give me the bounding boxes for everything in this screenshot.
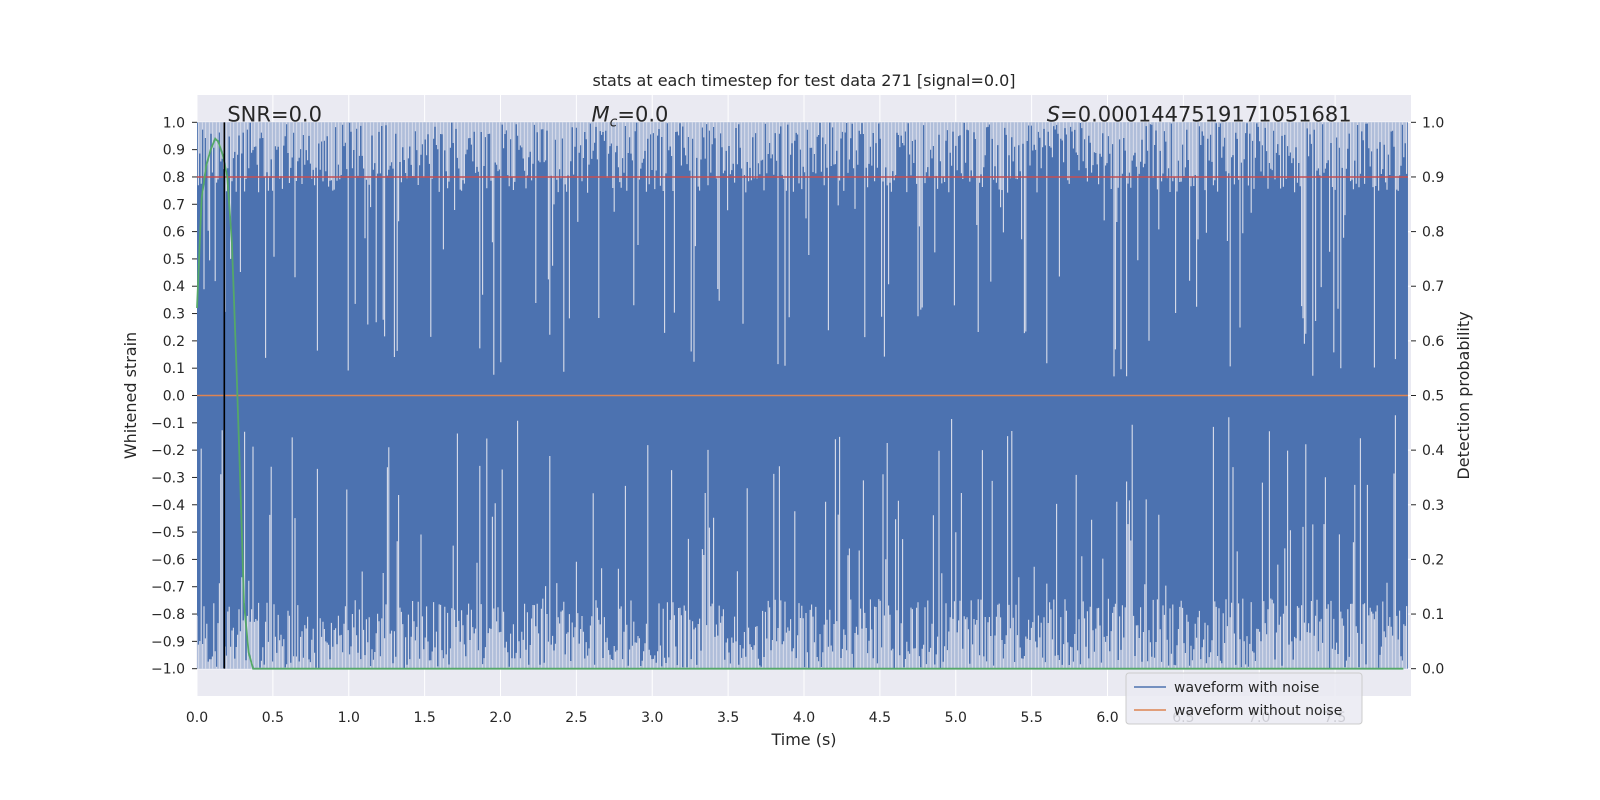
y-left-tick-label: −0.1 xyxy=(151,416,185,432)
y-left-tick-label: 0.6 xyxy=(163,225,185,241)
y-right-tick-label: 0.2 xyxy=(1422,552,1444,568)
y-left-tick-label: −0.4 xyxy=(151,498,185,514)
y-axis-label-right: Detection probability xyxy=(1454,311,1473,479)
y-left-tick-label: 0.4 xyxy=(163,279,185,295)
y-right-tick-label: 0.5 xyxy=(1422,389,1444,405)
y-left-tick-label: 0.8 xyxy=(163,170,185,186)
s-value: =0.0001447519171051681 xyxy=(1060,102,1352,126)
snr-annotation: SNR=0.0 xyxy=(227,102,322,126)
y-left-tick-label: 1.0 xyxy=(163,115,185,131)
y-left-tick-label: −0.3 xyxy=(151,470,185,486)
s-symbol: S xyxy=(1047,102,1060,126)
y-left-tick-label: −0.7 xyxy=(151,580,185,596)
chart-title: stats at each timestep for test data 271… xyxy=(592,71,1015,90)
series-detection-probability xyxy=(196,137,1404,670)
legend-box xyxy=(1125,672,1363,725)
y-right-tick-label: 0.0 xyxy=(1422,662,1444,678)
x-tick-label: 6.0 xyxy=(1096,710,1118,726)
x-axis-label: Time (s) xyxy=(770,730,836,749)
plot-marks xyxy=(196,122,1408,670)
y-left-tick-label: 0.5 xyxy=(163,252,185,268)
ticks: 0.00.51.01.52.02.53.03.54.04.55.05.56.06… xyxy=(151,115,1444,726)
y-left-tick-label: −0.5 xyxy=(151,525,185,541)
x-tick-label: 1.5 xyxy=(413,710,435,726)
x-tick-label: 3.5 xyxy=(717,710,739,726)
mc-symbol: M xyxy=(592,102,610,126)
y-right-tick-label: 0.8 xyxy=(1422,225,1444,241)
noise-gaps-bottom xyxy=(196,415,1408,669)
legend-label-waveform-with-noise: waveform with noise xyxy=(1174,680,1319,696)
y-left-tick-label: 0.1 xyxy=(163,361,185,377)
y-left-tick-label: 0.0 xyxy=(163,389,185,405)
y-right-tick-label: 0.3 xyxy=(1422,498,1444,514)
x-tick-label: 3.0 xyxy=(641,710,663,726)
s-annotation: S=0.0001447519171051681 xyxy=(1047,102,1352,126)
x-tick-label: 5.0 xyxy=(945,710,967,726)
x-tick-label: 0.5 xyxy=(262,710,284,726)
y-left-tick-label: −0.2 xyxy=(151,443,185,459)
y-left-tick-label: 0.3 xyxy=(163,307,185,323)
x-tick-label: 4.5 xyxy=(869,710,891,726)
legend-label-waveform-without-noise: waveform without noise xyxy=(1174,703,1342,719)
y-left-tick-label: −1.0 xyxy=(151,662,185,678)
y-right-tick-label: 0.7 xyxy=(1422,279,1444,295)
x-tick-label: 1.0 xyxy=(338,710,360,726)
mc-subscript: c xyxy=(610,114,618,130)
chirp-mass-annotation: Mc=0.0 xyxy=(592,102,669,130)
y-axis-label-left: Whitened strain xyxy=(121,332,140,459)
x-tick-label: 5.5 xyxy=(1020,710,1042,726)
y-right-tick-label: 0.4 xyxy=(1422,443,1444,459)
x-tick-label: 2.5 xyxy=(565,710,587,726)
y-left-tick-label: −0.8 xyxy=(151,607,185,623)
y-left-tick-label: 0.7 xyxy=(163,197,185,213)
y-left-tick-label: −0.6 xyxy=(151,552,185,568)
mc-value: =0.0 xyxy=(617,102,668,126)
y-right-tick-label: 0.9 xyxy=(1422,170,1444,186)
legend: waveform with noise waveform without noi… xyxy=(1125,672,1363,725)
x-tick-label: 4.0 xyxy=(793,710,815,726)
x-tick-label: 0.0 xyxy=(186,710,208,726)
y-right-tick-label: 1.0 xyxy=(1422,115,1444,131)
x-tick-label: 2.0 xyxy=(489,710,511,726)
y-right-tick-label: 0.1 xyxy=(1422,607,1444,623)
y-right-tick-label: 0.6 xyxy=(1422,334,1444,350)
y-left-tick-label: 0.9 xyxy=(163,143,185,159)
y-left-tick-label: −0.9 xyxy=(151,634,185,650)
y-left-tick-label: 0.2 xyxy=(163,334,185,350)
